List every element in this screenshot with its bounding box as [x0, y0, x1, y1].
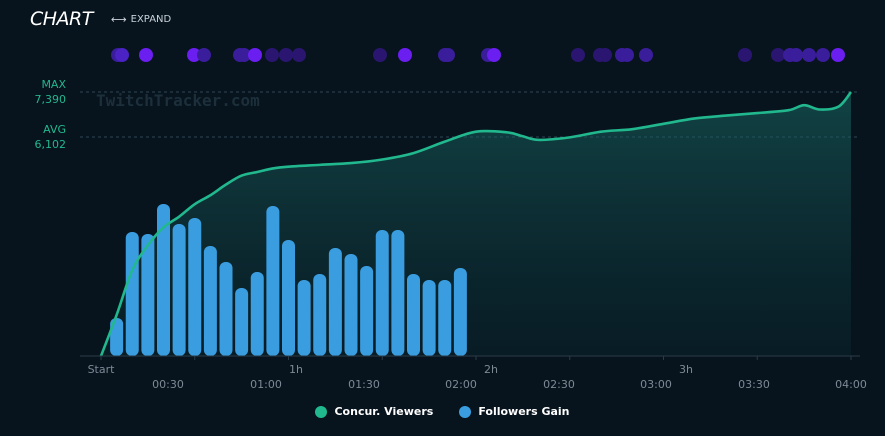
- x-label-0400: 04:00: [835, 378, 867, 391]
- event-dot[interactable]: [441, 48, 455, 62]
- x-label-0130: 01:30: [348, 378, 380, 391]
- follower-bar[interactable]: [282, 240, 295, 356]
- follower-bar[interactable]: [360, 266, 374, 356]
- follower-bar[interactable]: [235, 288, 249, 356]
- followers-bars: [110, 204, 467, 356]
- legend-followers-label: Followers Gain: [478, 405, 570, 418]
- follower-bar[interactable]: [266, 206, 280, 356]
- chart-header: CHART ⟷ EXPAND: [30, 8, 171, 30]
- follower-bar[interactable]: [250, 272, 264, 356]
- x-label-1h: 1h: [289, 363, 303, 376]
- follower-bar[interactable]: [438, 280, 452, 356]
- chart-legend: Concur. Viewers Followers Gain: [0, 405, 885, 418]
- viewers-line: [99, 91, 853, 357]
- event-dot[interactable]: [187, 48, 201, 62]
- chart-title: CHART: [30, 8, 93, 30]
- max-label: MAX: [41, 78, 66, 91]
- follower-bar[interactable]: [219, 262, 233, 356]
- event-dot[interactable]: [771, 48, 785, 62]
- legend-followers-dot: [459, 405, 472, 418]
- event-dot[interactable]: [373, 48, 387, 62]
- event-dot[interactable]: [598, 48, 612, 62]
- follower-bar[interactable]: [422, 280, 436, 356]
- x-label-0330: 03:30: [738, 378, 770, 391]
- follower-bar[interactable]: [375, 230, 389, 356]
- legend-viewers-label: Concur. Viewers: [334, 405, 434, 418]
- legend-viewers[interactable]: Concur. Viewers: [315, 405, 433, 418]
- event-dots: [111, 48, 845, 62]
- x-axis-ticks: [100, 356, 852, 360]
- event-dot[interactable]: [802, 48, 816, 62]
- follower-bar[interactable]: [328, 248, 342, 356]
- follower-bar[interactable]: [110, 318, 124, 356]
- follower-bar[interactable]: [344, 254, 358, 356]
- follower-bar[interactable]: [297, 280, 311, 356]
- event-dot[interactable]: [237, 48, 251, 62]
- x-label-0200: 02:00: [445, 378, 477, 391]
- x-label-start: Start: [88, 363, 116, 376]
- event-dot[interactable]: [292, 48, 306, 62]
- event-dot[interactable]: [248, 48, 262, 62]
- event-dot[interactable]: [487, 48, 501, 62]
- avg-label: AVG: [43, 123, 66, 136]
- x-label-0030: 00:30: [152, 378, 184, 391]
- event-dot[interactable]: [831, 48, 845, 62]
- follower-bar[interactable]: [391, 230, 405, 356]
- follower-bar[interactable]: [407, 274, 420, 356]
- avg-value: 6,102: [35, 138, 67, 151]
- event-dot[interactable]: [738, 48, 752, 62]
- event-dot[interactable]: [789, 48, 803, 62]
- x-label-0100: 01:00: [250, 378, 282, 391]
- legend-followers[interactable]: Followers Gain: [459, 405, 570, 418]
- follower-bar[interactable]: [203, 246, 217, 356]
- event-dot[interactable]: [571, 48, 585, 62]
- expand-button[interactable]: ⟷ EXPAND: [111, 13, 171, 26]
- x-label-0300: 03:00: [640, 378, 672, 391]
- x-label-0230: 02:30: [543, 378, 575, 391]
- follower-bar[interactable]: [453, 268, 467, 356]
- follower-bar[interactable]: [125, 232, 139, 356]
- event-dot[interactable]: [139, 48, 153, 62]
- event-dot[interactable]: [265, 48, 279, 62]
- event-dot[interactable]: [639, 48, 653, 62]
- event-dot[interactable]: [398, 48, 412, 62]
- event-dot[interactable]: [279, 48, 293, 62]
- follower-bar[interactable]: [172, 224, 186, 356]
- follower-bar[interactable]: [188, 218, 202, 356]
- event-dot[interactable]: [620, 48, 634, 62]
- event-dot[interactable]: [816, 48, 830, 62]
- follower-bar[interactable]: [313, 274, 327, 356]
- expand-icon: ⟷: [110, 12, 127, 26]
- follower-bar[interactable]: [141, 234, 155, 356]
- event-dot[interactable]: [197, 48, 211, 62]
- x-label-2h: 2h: [484, 363, 498, 376]
- event-dot[interactable]: [115, 48, 129, 62]
- max-value: 7,390: [35, 93, 67, 106]
- legend-viewers-dot: [315, 405, 328, 418]
- x-label-3h: 3h: [679, 363, 693, 376]
- watermark: TwitchTracker.com: [96, 91, 260, 110]
- expand-label: EXPAND: [130, 13, 172, 25]
- follower-bar[interactable]: [157, 204, 170, 356]
